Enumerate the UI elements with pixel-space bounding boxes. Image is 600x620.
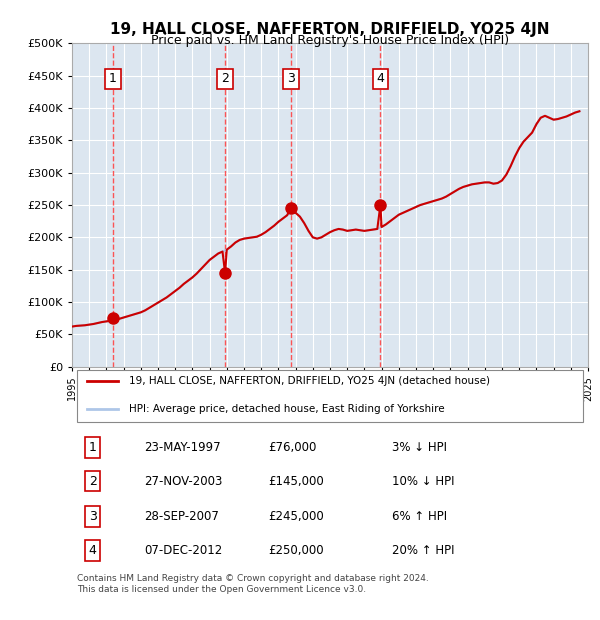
Text: 07-DEC-2012: 07-DEC-2012 bbox=[144, 544, 223, 557]
Text: 10% ↓ HPI: 10% ↓ HPI bbox=[392, 475, 454, 488]
Text: 3: 3 bbox=[287, 73, 295, 86]
Text: 27-NOV-2003: 27-NOV-2003 bbox=[144, 475, 223, 488]
Text: 19, HALL CLOSE, NAFFERTON, DRIFFIELD, YO25 4JN: 19, HALL CLOSE, NAFFERTON, DRIFFIELD, YO… bbox=[110, 22, 550, 37]
Text: £245,000: £245,000 bbox=[268, 510, 324, 523]
Text: £76,000: £76,000 bbox=[268, 441, 316, 454]
Text: £250,000: £250,000 bbox=[268, 544, 324, 557]
Text: 28-SEP-2007: 28-SEP-2007 bbox=[144, 510, 219, 523]
Text: 4: 4 bbox=[89, 544, 97, 557]
Text: 1: 1 bbox=[89, 441, 97, 454]
Text: 19, HALL CLOSE, NAFFERTON, DRIFFIELD, YO25 4JN (detached house): 19, HALL CLOSE, NAFFERTON, DRIFFIELD, YO… bbox=[129, 376, 490, 386]
Text: 2: 2 bbox=[89, 475, 97, 488]
Text: 20% ↑ HPI: 20% ↑ HPI bbox=[392, 544, 454, 557]
Text: 1: 1 bbox=[109, 73, 117, 86]
Text: 3% ↓ HPI: 3% ↓ HPI bbox=[392, 441, 447, 454]
Text: Price paid vs. HM Land Registry's House Price Index (HPI): Price paid vs. HM Land Registry's House … bbox=[151, 34, 509, 47]
Text: 2: 2 bbox=[221, 73, 229, 86]
FancyBboxPatch shape bbox=[77, 370, 583, 422]
Text: 4: 4 bbox=[376, 73, 385, 86]
Text: £145,000: £145,000 bbox=[268, 475, 324, 488]
Text: Contains HM Land Registry data © Crown copyright and database right 2024.
This d: Contains HM Land Registry data © Crown c… bbox=[77, 574, 429, 593]
Text: 3: 3 bbox=[89, 510, 97, 523]
Text: HPI: Average price, detached house, East Riding of Yorkshire: HPI: Average price, detached house, East… bbox=[129, 404, 445, 414]
Text: 6% ↑ HPI: 6% ↑ HPI bbox=[392, 510, 447, 523]
Text: 23-MAY-1997: 23-MAY-1997 bbox=[144, 441, 221, 454]
